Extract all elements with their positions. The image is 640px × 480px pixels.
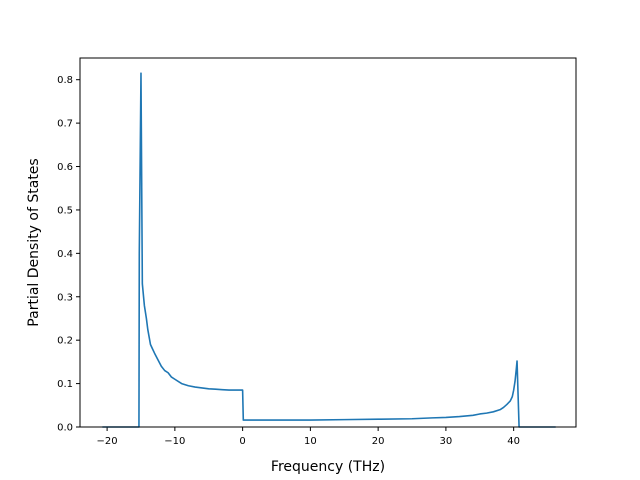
x-axis-ticks: −20 −10 0 10 20 30 40	[97, 427, 520, 447]
y-tick-label: 0.5	[57, 205, 73, 216]
y-tick-label: 0.1	[57, 379, 73, 390]
x-tick-label: 0	[239, 436, 245, 447]
x-tick-label: −10	[164, 436, 185, 447]
plot-frame	[79, 57, 577, 428]
x-tick-label: 10	[304, 436, 317, 447]
y-tick-label: 0.3	[57, 292, 73, 303]
y-tick-label: 0.7	[57, 119, 73, 130]
x-axis-label: Frequency (THz)	[271, 459, 385, 475]
y-tick-label: 0.8	[57, 75, 73, 86]
x-tick-label: −20	[97, 436, 118, 447]
y-tick-label: 0.6	[57, 162, 73, 173]
y-tick-label: 0.0	[57, 423, 73, 434]
y-tick-label: 0.2	[57, 336, 73, 347]
series-layer	[102, 72, 556, 428]
y-tick-label: 0.4	[57, 249, 73, 260]
y-axis-ticks: 0.0 0.1 0.2 0.3 0.4 0.5 0.6 0.7 0.8	[57, 75, 80, 434]
y-axis-label: Partial Density of States	[26, 158, 42, 326]
plot-background	[80, 58, 576, 427]
x-tick-label: 40	[507, 436, 520, 447]
x-tick-label: 30	[440, 436, 453, 447]
x-tick-label: 20	[372, 436, 385, 447]
series-line-0	[102, 72, 556, 428]
